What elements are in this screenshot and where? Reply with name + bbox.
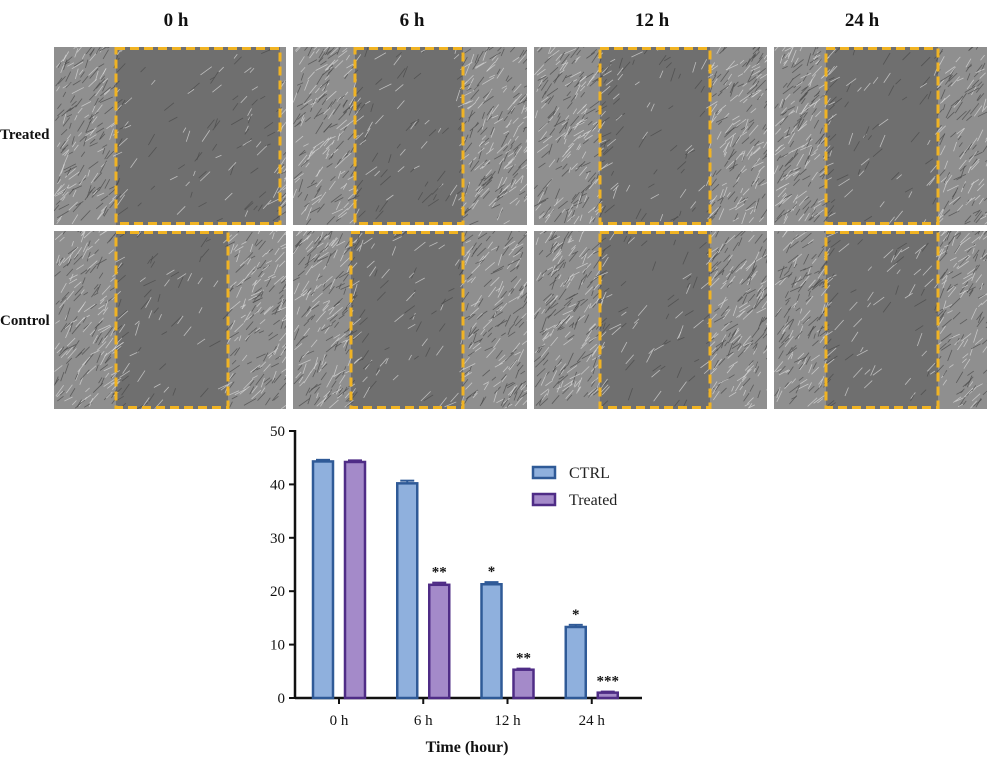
y-tick-label: 0 xyxy=(278,691,286,707)
legend-swatch-treated xyxy=(531,492,557,507)
column-header-6h: 6 h xyxy=(399,10,425,31)
bar-ctrl-2 xyxy=(480,583,503,700)
x-tick-label: 24 h xyxy=(579,713,606,729)
micrograph-treated-6h xyxy=(293,47,527,225)
column-header-12h: 12 h xyxy=(634,10,670,31)
bar-treated-1 xyxy=(428,583,451,700)
micrograph-treated-12h xyxy=(534,47,767,225)
bar-treated-2 xyxy=(512,668,535,700)
significance-marker: *** xyxy=(597,674,620,690)
y-tick-label: 30 xyxy=(270,531,285,547)
significance-marker: ** xyxy=(516,651,531,667)
y-tick-label: 50 xyxy=(270,424,285,440)
micrograph-control-12h xyxy=(534,231,767,409)
significance-marker: ** xyxy=(432,565,447,581)
bar-ctrl-0 xyxy=(311,460,335,700)
significance-marker: * xyxy=(572,607,580,623)
significance-marker: * xyxy=(488,564,496,580)
micrograph-treated-24h xyxy=(774,47,987,225)
row-label-treated: Treated xyxy=(0,127,50,143)
y-tick-label: 40 xyxy=(270,477,285,493)
legend-swatch-ctrl xyxy=(531,465,557,480)
x-axis-label: Time (hour) xyxy=(426,739,509,756)
x-tick-label: 12 h xyxy=(494,713,521,729)
bar-ctrl-1 xyxy=(396,482,419,700)
bar-treated-3 xyxy=(596,691,619,700)
y-tick-label: 10 xyxy=(270,638,285,654)
bar-treated-0 xyxy=(343,460,367,700)
micrograph-control-6h xyxy=(293,231,527,409)
micrograph-control-24h xyxy=(774,231,987,409)
bar-ctrl-3 xyxy=(564,625,587,700)
y-tick-label: 20 xyxy=(270,584,285,600)
column-header-0h: 0 h xyxy=(163,10,189,31)
row-label-control: Control xyxy=(0,313,50,329)
column-header-24h: 24 h xyxy=(844,10,880,31)
x-tick-label: 6 h xyxy=(414,713,433,729)
legend-label-treated: Treated xyxy=(569,492,617,509)
x-tick-label: 0 h xyxy=(330,713,349,729)
micrograph-control-0h xyxy=(54,231,286,409)
micrograph-treated-0h xyxy=(54,47,286,225)
chart-bars: ** ******* xyxy=(311,458,620,700)
chart-legend: CTRL Treated xyxy=(531,465,617,509)
legend-label-ctrl: CTRL xyxy=(569,465,610,482)
